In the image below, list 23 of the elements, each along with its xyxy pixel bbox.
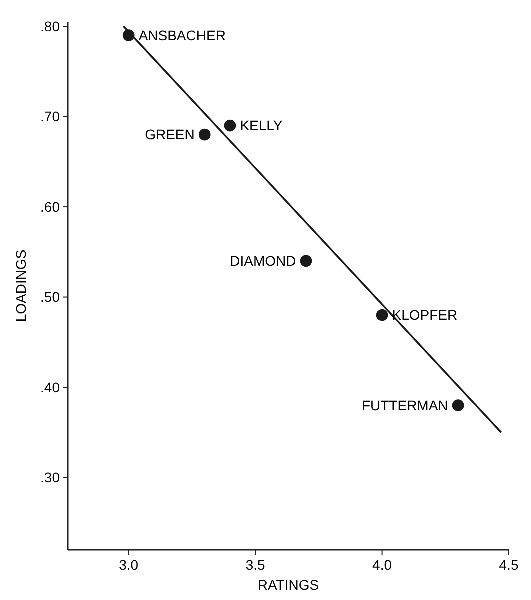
point: [198, 128, 211, 141]
x-tick-label: 4.0: [372, 557, 392, 573]
annotation: DIAMOND: [230, 253, 296, 270]
point: [300, 255, 312, 268]
x-tick-label: 3.5: [246, 557, 266, 573]
point: [224, 120, 236, 132]
point: [452, 400, 464, 412]
point: [376, 309, 388, 322]
x-tick-label: 4.5: [499, 557, 519, 573]
annotation: ANSBACHER: [138, 27, 226, 44]
annotation: KELLY: [240, 118, 284, 134]
y-tick-label: .80: [40, 18, 60, 34]
x-tick-label: 3.0: [119, 557, 139, 573]
y-axis-title: LOADINGS: [13, 250, 29, 322]
y-tick-label: .60: [40, 198, 60, 215]
y-tick-label: .50: [40, 289, 60, 306]
y-tick-label: .30: [40, 470, 60, 486]
y-tick-label: .40: [40, 379, 60, 396]
x-axis-title: RATINGS: [258, 577, 320, 593]
annotation: FUTTERMAN: [362, 397, 448, 414]
y-tick-label: .70: [40, 108, 60, 125]
annotation: GREEN: [145, 126, 195, 143]
annotation: KLOPFER: [392, 307, 458, 324]
